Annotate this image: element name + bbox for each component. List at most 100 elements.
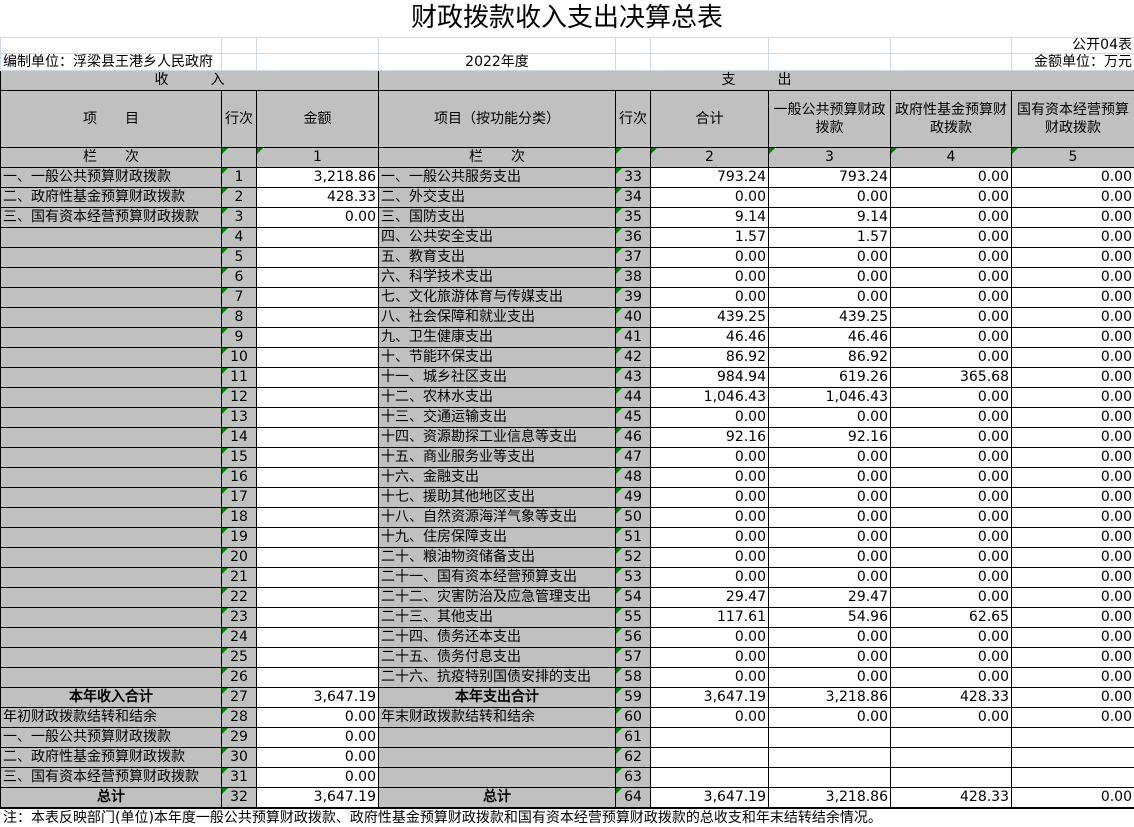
expense-fund: 62.65	[891, 608, 1012, 628]
expense-total	[651, 748, 769, 768]
expense-state: 0.00	[1012, 488, 1134, 508]
income-line: 7	[222, 288, 257, 308]
expense-total: 0.00	[651, 628, 769, 648]
expense-total: 0.00	[651, 448, 769, 468]
expense-line: 39	[616, 288, 651, 308]
income-line: 19	[222, 528, 257, 548]
expense-item	[379, 748, 616, 768]
income-line: 12	[222, 388, 257, 408]
expense-item: 七、文化旅游体育与传媒支出	[379, 288, 616, 308]
income-item	[1, 248, 222, 268]
expense-total: 0.00	[651, 248, 769, 268]
expense-general: 92.16	[769, 428, 891, 448]
expense-total: 0.00	[651, 288, 769, 308]
income-line: 4	[222, 228, 257, 248]
income-line: 30	[222, 748, 257, 768]
income-line: 14	[222, 428, 257, 448]
expense-line: 43	[616, 368, 651, 388]
expense-general: 0.00	[769, 508, 891, 528]
expense-total: 3,647.19	[651, 788, 769, 808]
expense-fund: 0.00	[891, 388, 1012, 408]
expense-total: 46.46	[651, 328, 769, 348]
expense-general: 0.00	[769, 468, 891, 488]
expense-general: 619.26	[769, 368, 891, 388]
expense-line: 40	[616, 308, 651, 328]
column-index-row: 栏 次 1 栏 次 2 3 4 5	[1, 148, 1134, 168]
income-amount	[257, 468, 379, 488]
expense-state: 0.00	[1012, 368, 1134, 388]
expense-state: 0.00	[1012, 548, 1134, 568]
expense-total: 0.00	[651, 188, 769, 208]
col-total: 合计	[651, 91, 769, 148]
income-line: 9	[222, 328, 257, 348]
expense-state: 0.00	[1012, 288, 1134, 308]
income-line: 27	[222, 688, 257, 708]
expense-line: 54	[616, 588, 651, 608]
income-amount	[257, 368, 379, 388]
expense-line: 51	[616, 528, 651, 548]
income-line: 29	[222, 728, 257, 748]
income-item	[1, 308, 222, 328]
income-item	[1, 608, 222, 628]
expense-item: 二十一、国有资本经营预算支出	[379, 568, 616, 588]
expense-state: 0.00	[1012, 348, 1134, 368]
expense-total: 86.92	[651, 348, 769, 368]
expense-line: 61	[616, 728, 651, 748]
expense-header: 支 出	[379, 71, 1134, 91]
income-line: 3	[222, 208, 257, 228]
expense-state: 0.00	[1012, 568, 1134, 588]
income-item	[1, 648, 222, 668]
expense-fund: 0.00	[891, 428, 1012, 448]
expense-line: 55	[616, 608, 651, 628]
col-general: 一般公共预算财政拨款	[769, 91, 891, 148]
expense-fund: 0.00	[891, 548, 1012, 568]
index-total: 2	[651, 148, 769, 168]
income-item: 三、国有资本经营预算财政拨款	[1, 208, 222, 228]
index-state: 5	[1012, 148, 1134, 168]
expense-item: 三、国防支出	[379, 208, 616, 228]
expense-item: 二十四、债务还本支出	[379, 628, 616, 648]
expense-item: 十六、金融支出	[379, 468, 616, 488]
income-line: 21	[222, 568, 257, 588]
expense-item: 总计	[379, 788, 616, 808]
income-line: 13	[222, 408, 257, 428]
expense-fund: 0.00	[891, 708, 1012, 728]
expense-general	[769, 748, 891, 768]
income-line: 26	[222, 668, 257, 688]
income-item: 一、一般公共预算财政拨款	[1, 168, 222, 188]
expense-fund: 0.00	[891, 348, 1012, 368]
income-item	[1, 428, 222, 448]
expense-fund: 0.00	[891, 408, 1012, 428]
unit-row: 编制单位：浮梁县王港乡人民政府 2022年度 金额单位：万元	[1, 54, 1134, 71]
expense-fund: 0.00	[891, 488, 1012, 508]
expense-line: 42	[616, 348, 651, 368]
income-line: 22	[222, 588, 257, 608]
expense-fund: 0.00	[891, 648, 1012, 668]
expense-general: 0.00	[769, 408, 891, 428]
income-amount	[257, 248, 379, 268]
col-line2: 行次	[616, 91, 651, 148]
expense-line: 49	[616, 488, 651, 508]
expense-item: 二十六、抗疫特别国债安排的支出	[379, 668, 616, 688]
expense-line: 48	[616, 468, 651, 488]
income-amount	[257, 568, 379, 588]
unit-label: 编制单位：浮梁县王港乡人民政府	[1, 54, 222, 71]
expense-general: 9.14	[769, 208, 891, 228]
expense-item	[379, 768, 616, 788]
income-item	[1, 408, 222, 428]
expense-state: 0.00	[1012, 168, 1134, 188]
income-amount	[257, 328, 379, 348]
expense-fund	[891, 768, 1012, 788]
income-amount: 0.00	[257, 768, 379, 788]
